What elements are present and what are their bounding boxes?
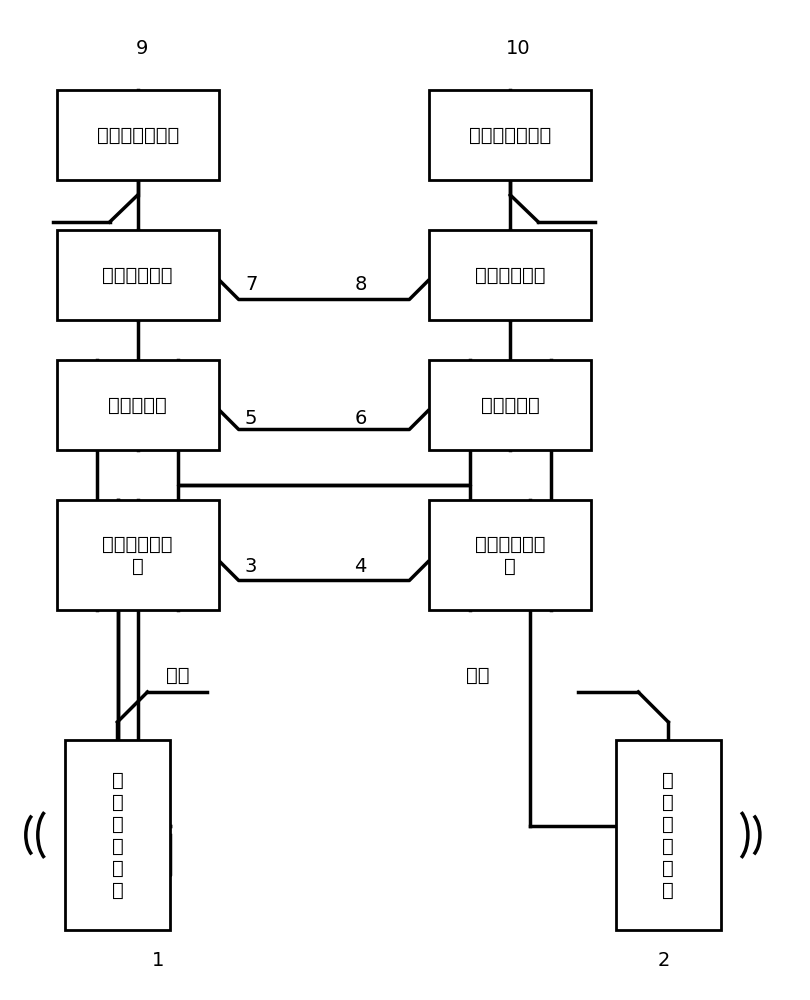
Text: 馈线: 馈线 [466, 666, 490, 684]
Text: 第一功分器: 第一功分器 [109, 395, 167, 414]
Bar [429, 230, 591, 320]
Text: 5: 5 [245, 408, 258, 428]
Text: 6: 6 [354, 408, 367, 428]
Text: 第一信道分配
器: 第一信道分配 器 [102, 534, 173, 576]
Text: 3: 3 [245, 558, 258, 576]
Text: 第
二
定
向
天
线: 第 二 定 向 天 线 [663, 770, 674, 900]
Bar [57, 90, 219, 180]
Bar [57, 360, 219, 450]
Text: 馈线: 馈线 [166, 666, 190, 684]
Bar [616, 740, 721, 930]
Text: 7: 7 [245, 274, 258, 294]
Text: 1: 1 [151, 950, 164, 970]
Text: 10: 10 [506, 38, 531, 57]
Bar [429, 360, 591, 450]
Text: 第
一
定
向
天
线: 第 一 定 向 天 线 [112, 770, 123, 900]
Bar [57, 230, 219, 320]
Text: 9: 9 [135, 38, 148, 57]
Text: 第二功分器: 第二功分器 [481, 395, 539, 414]
Bar [429, 90, 591, 180]
Text: 2: 2 [658, 950, 671, 970]
Text: 第一收发信道: 第一收发信道 [102, 265, 173, 284]
Bar [65, 740, 170, 930]
Text: 第二信道分配
器: 第二信道分配 器 [475, 534, 546, 576]
Text: 4: 4 [354, 558, 367, 576]
Bar [57, 500, 219, 610]
Text: 第一射频收发器: 第一射频收发器 [96, 125, 179, 144]
Bar [429, 500, 591, 610]
Text: 第二射频收发器: 第二射频收发器 [469, 125, 552, 144]
Text: 第二收发信道: 第二收发信道 [475, 265, 546, 284]
Text: 8: 8 [354, 274, 367, 294]
